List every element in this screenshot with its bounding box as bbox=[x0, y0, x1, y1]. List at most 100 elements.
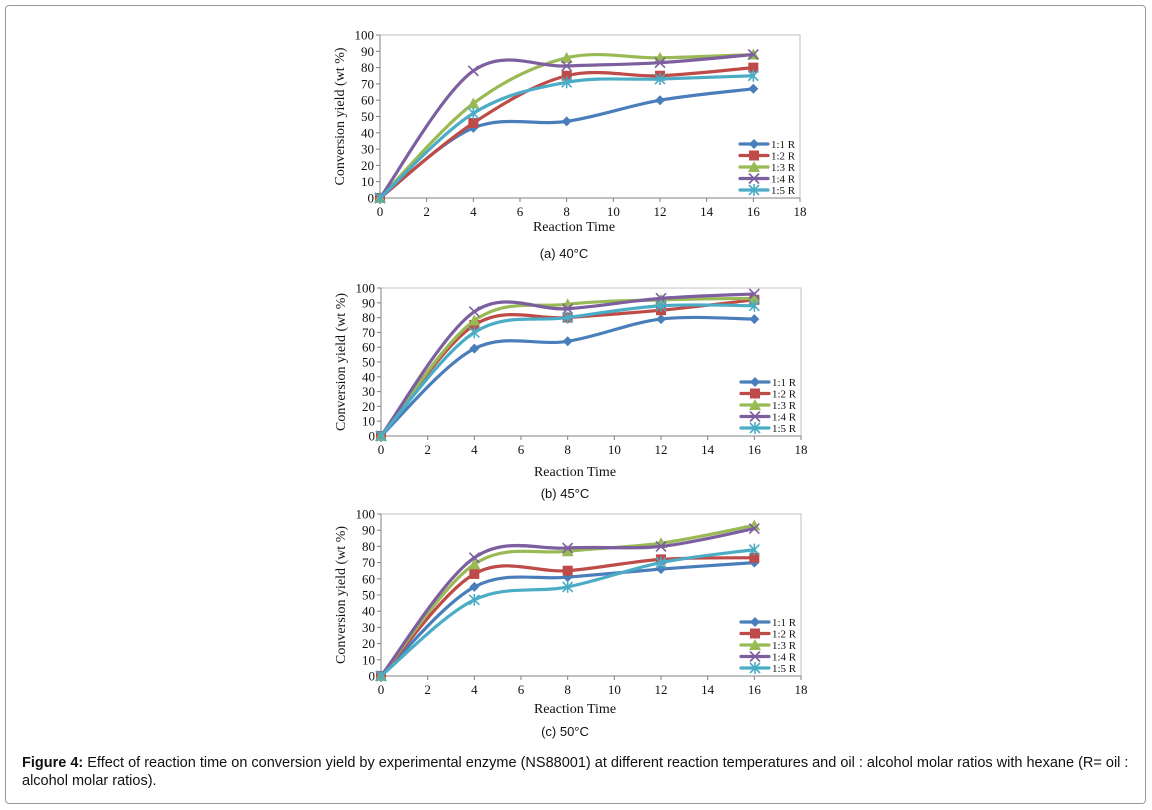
series-line bbox=[379, 315, 756, 438]
data-point bbox=[748, 543, 760, 556]
series-1-5-- bbox=[375, 299, 760, 442]
data-point bbox=[468, 314, 481, 326]
x-tick-label: 12 bbox=[655, 442, 668, 457]
data-point bbox=[375, 670, 387, 682]
data-point bbox=[562, 336, 573, 347]
data-point bbox=[469, 343, 480, 354]
x-tick-label: 2 bbox=[424, 682, 431, 697]
legend-label: 1:2 R bbox=[772, 389, 797, 401]
series-1-1-- bbox=[376, 314, 760, 441]
x-tick-label: 10 bbox=[608, 682, 621, 697]
y-tick-label: 50 bbox=[362, 355, 375, 370]
data-point bbox=[469, 581, 480, 592]
x-tick-label: 6 bbox=[518, 682, 525, 697]
legend: 1:1 R1:2 R1:3 R1:4 R1:5 R bbox=[738, 139, 796, 197]
series-line bbox=[379, 292, 756, 438]
legend-label: 1:2 R bbox=[771, 151, 796, 163]
legend-label: 1:4 R bbox=[772, 652, 797, 664]
legend-marker bbox=[749, 150, 759, 161]
legend-label: 1:4 R bbox=[771, 174, 796, 186]
data-point bbox=[748, 523, 760, 535]
data-point bbox=[468, 306, 480, 318]
series-line bbox=[379, 526, 756, 678]
legend-marker bbox=[749, 422, 761, 434]
x-tick-label: 0 bbox=[378, 442, 385, 457]
data-point bbox=[468, 593, 480, 606]
data-point bbox=[561, 76, 573, 89]
legend: 1:1 R1:2 R1:3 R1:4 R1:5 R bbox=[739, 617, 797, 675]
y-tick-label: 50 bbox=[362, 588, 375, 603]
y-tick-label: 0 bbox=[369, 669, 376, 684]
series-1-2-- bbox=[376, 552, 760, 681]
data-point bbox=[469, 568, 480, 579]
x-axis-label: Reaction Time bbox=[534, 702, 616, 717]
y-tick-label: 70 bbox=[361, 76, 374, 91]
figure-caption: Figure 4: Effect of reaction time on con… bbox=[22, 754, 1137, 790]
y-tick-label: 100 bbox=[355, 28, 375, 43]
legend-label: 1:5 R bbox=[772, 423, 797, 435]
legend-marker bbox=[748, 172, 760, 185]
y-tick-label: 40 bbox=[361, 125, 374, 140]
x-tick-label: 10 bbox=[607, 204, 620, 219]
x-tick-label: 8 bbox=[564, 442, 571, 457]
data-point bbox=[749, 314, 760, 325]
y-tick-label: 20 bbox=[362, 636, 375, 651]
y-tick-label: 100 bbox=[356, 281, 376, 296]
x-tick-label: 2 bbox=[423, 204, 430, 219]
series-line bbox=[378, 52, 755, 200]
data-point bbox=[562, 565, 573, 576]
y-tick-label: 80 bbox=[362, 310, 375, 325]
subcaption: (b) 45°C bbox=[541, 486, 590, 501]
data-point bbox=[748, 299, 760, 312]
x-tick-label: 0 bbox=[377, 204, 384, 219]
legend-marker bbox=[748, 161, 760, 172]
legend-marker bbox=[749, 639, 761, 650]
data-point bbox=[468, 558, 481, 570]
data-point bbox=[560, 51, 573, 63]
data-point bbox=[561, 70, 572, 81]
legend-label: 1:5 R bbox=[772, 663, 797, 675]
data-point bbox=[468, 326, 480, 339]
legend-label: 1:2 R bbox=[772, 629, 797, 641]
y-tick-label: 80 bbox=[362, 539, 375, 554]
x-tick-label: 8 bbox=[563, 204, 570, 219]
data-point bbox=[655, 299, 667, 312]
figure-label: Figure 4: bbox=[22, 755, 84, 771]
y-axis-label: Conversion yield (wt %) bbox=[334, 293, 349, 431]
data-point bbox=[656, 314, 666, 325]
legend-label: 1:3 R bbox=[772, 640, 797, 652]
data-point bbox=[748, 292, 761, 304]
y-tick-label: 10 bbox=[362, 652, 375, 667]
y-tick-label: 30 bbox=[362, 620, 375, 635]
y-tick-label: 30 bbox=[361, 142, 374, 157]
x-tick-label: 10 bbox=[608, 442, 621, 457]
legend-label: 1:5 R bbox=[771, 185, 796, 197]
y-tick-label: 50 bbox=[361, 109, 374, 124]
data-point bbox=[749, 552, 760, 563]
legend-label: 1:1 R bbox=[771, 139, 796, 151]
y-tick-label: 90 bbox=[362, 295, 375, 310]
legend-marker bbox=[750, 388, 760, 399]
series-line bbox=[379, 303, 756, 438]
y-tick-label: 30 bbox=[362, 384, 375, 399]
x-tick-label: 6 bbox=[517, 204, 524, 219]
data-point bbox=[467, 65, 479, 77]
figure-caption-text: Effect of reaction time on conversion yi… bbox=[22, 755, 1129, 789]
data-point bbox=[562, 580, 574, 593]
x-tick-label: 14 bbox=[700, 204, 714, 219]
data-point bbox=[375, 430, 387, 442]
series-1-4-- bbox=[375, 523, 760, 682]
y-tick-label: 70 bbox=[362, 325, 375, 340]
y-tick-label: 0 bbox=[368, 191, 375, 206]
y-tick-label: 20 bbox=[361, 158, 374, 173]
legend-marker bbox=[750, 617, 760, 627]
x-tick-label: 18 bbox=[794, 204, 807, 219]
y-tick-label: 60 bbox=[362, 340, 375, 355]
legend-marker bbox=[750, 377, 760, 387]
y-tick-label: 90 bbox=[361, 44, 374, 59]
legend-marker bbox=[749, 662, 761, 674]
x-tick-label: 12 bbox=[655, 682, 668, 697]
data-point bbox=[561, 545, 574, 557]
